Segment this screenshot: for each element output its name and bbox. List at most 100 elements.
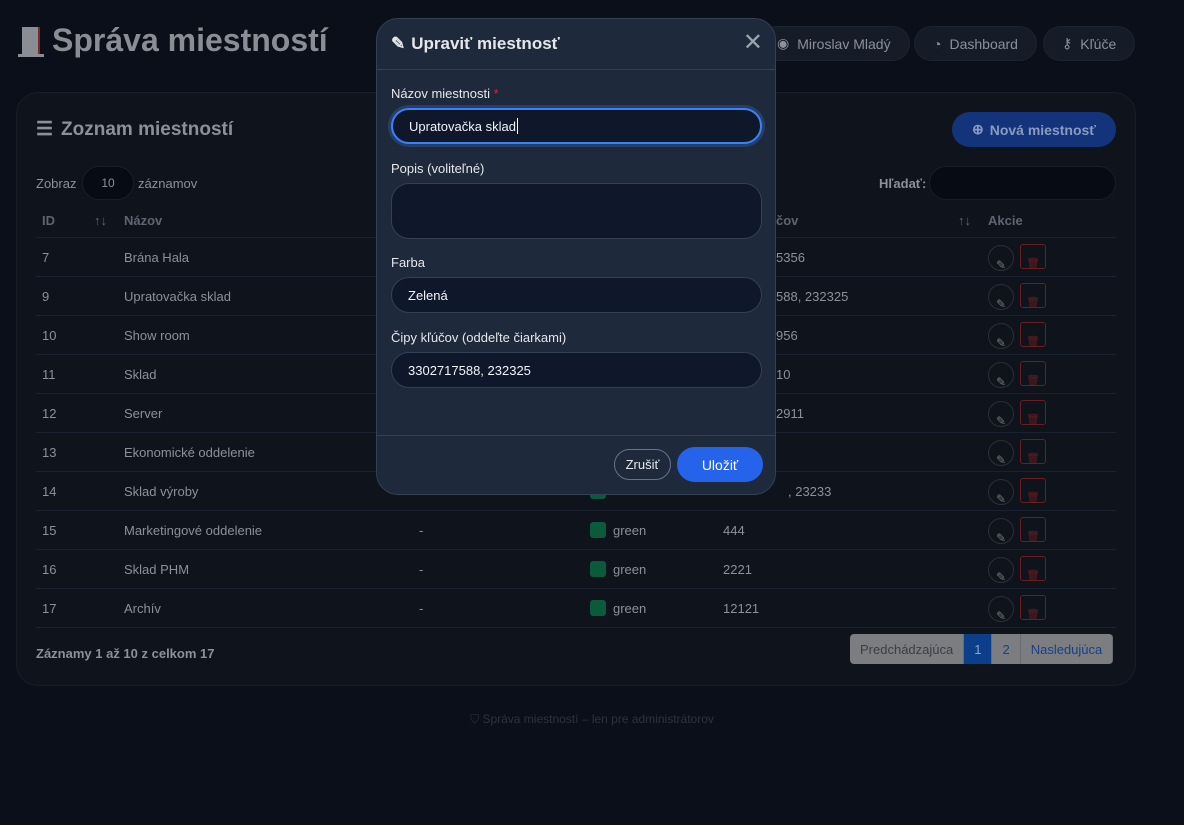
- dashboard-button[interactable]: ◔ Dashboard: [914, 26, 1037, 61]
- cell-description: -: [419, 562, 424, 577]
- delete-button[interactable]: 🗑: [1020, 595, 1046, 621]
- name-label: Názov miestnosti *: [391, 86, 499, 101]
- room-name-input[interactable]: Upratovačka sklad: [391, 108, 762, 144]
- keys-button[interactable]: ⚷ Kľúče: [1043, 26, 1136, 61]
- delete-button[interactable]: 🗑: [1020, 400, 1046, 426]
- close-icon[interactable]: ✕: [742, 29, 763, 56]
- description-label: Popis (voliteľné): [391, 161, 485, 176]
- chips-input[interactable]: 3302717588, 232325: [391, 352, 762, 388]
- pagination: Predchádzajúca 1 2 Nasledujúca: [850, 634, 1114, 664]
- col-id[interactable]: ID: [42, 213, 55, 228]
- trash-icon: 🗑: [1026, 336, 1040, 348]
- color-swatch: [590, 600, 606, 616]
- required-mark: *: [493, 86, 499, 101]
- save-button[interactable]: Uložiť: [677, 447, 763, 482]
- cell-chips: 10: [776, 367, 791, 382]
- delete-button[interactable]: 🗑: [1020, 556, 1046, 582]
- page-1-button[interactable]: 1: [964, 634, 993, 664]
- delete-button[interactable]: 🗑: [1020, 244, 1046, 270]
- edit-button[interactable]: ✎: [988, 440, 1014, 467]
- gauge-icon: ◔: [933, 35, 942, 52]
- cell-name: Upratovačka sklad: [124, 289, 231, 304]
- plus-circle-icon: ⊕: [971, 121, 984, 137]
- cell-id: 10: [42, 328, 57, 343]
- cell-color: green: [613, 601, 647, 616]
- cell-chips: , 23233: [788, 484, 832, 499]
- edit-button[interactable]: ✎: [988, 245, 1014, 272]
- pencil-icon: ✎: [995, 492, 1007, 506]
- trash-icon: 🗑: [1026, 570, 1040, 582]
- page-2-button[interactable]: 2: [992, 634, 1021, 664]
- modal-header: ✎ Upraviť miestnosť ✕: [377, 19, 775, 70]
- list-title: ☰ Zoznam miestností: [36, 118, 233, 141]
- pencil-icon: ✎: [995, 453, 1007, 467]
- next-page-button[interactable]: Nasledujúca: [1020, 634, 1114, 664]
- delete-button[interactable]: 🗑: [1020, 361, 1046, 387]
- new-room-button[interactable]: ⊕ Nová miestnosť: [952, 112, 1116, 147]
- key-icon: ⚷: [1062, 35, 1073, 51]
- pencil-icon: ✎: [995, 609, 1007, 623]
- door-icon: [18, 25, 44, 57]
- cell-id: 11: [42, 367, 56, 382]
- list-title-text: Zoznam miestností: [61, 118, 234, 140]
- color-select[interactable]: Zelená: [391, 277, 762, 313]
- cell-name: Brána Hala: [124, 250, 190, 265]
- cell-name: Server: [124, 406, 163, 421]
- cell-color: green: [613, 523, 647, 538]
- modal-title: Upraviť miestnosť: [411, 34, 560, 53]
- cell-id: 15: [42, 523, 57, 538]
- shield-icon: ⛉: [470, 712, 483, 726]
- cell-chips: 956: [776, 328, 798, 343]
- table-row: 15 Marketingové oddelenie - green 444 ✎ 🗑: [36, 510, 1116, 549]
- delete-button[interactable]: 🗑: [1020, 439, 1046, 465]
- table-row: 17 Archív - green 12121 ✎ 🗑: [36, 588, 1116, 627]
- cell-description: -: [419, 523, 424, 538]
- edit-button[interactable]: ✎: [988, 557, 1014, 584]
- description-textarea[interactable]: [391, 183, 762, 239]
- trash-icon: 🗑: [1026, 609, 1040, 621]
- edit-button[interactable]: ✎: [988, 518, 1014, 545]
- cell-id: 14: [42, 484, 57, 499]
- pencil-icon: ✎: [995, 414, 1007, 428]
- cell-id: 12: [42, 406, 57, 421]
- edit-button[interactable]: ✎: [988, 323, 1014, 350]
- dashboard-label: Dashboard: [949, 35, 1018, 52]
- col-name[interactable]: Názov: [124, 213, 163, 228]
- edit-button[interactable]: ✎: [988, 362, 1014, 389]
- cell-description: -: [419, 601, 424, 616]
- cancel-button[interactable]: Zrušiť: [614, 449, 671, 480]
- footer-text: Správa miestností – len pre administráto…: [482, 712, 714, 726]
- search-input[interactable]: [929, 166, 1116, 200]
- cell-name: Show room: [124, 328, 190, 343]
- col-actions: Akcie: [988, 213, 1023, 228]
- edit-room-modal: ✎ Upraviť miestnosť ✕ Názov miestnosti * U…: [376, 18, 776, 495]
- search-label: Hľadať:: [879, 176, 927, 191]
- cell-id: 16: [42, 562, 57, 577]
- prev-page-button[interactable]: Predchádzajúca: [850, 634, 965, 664]
- cell-name: Sklad: [124, 367, 157, 382]
- edit-button[interactable]: ✎: [988, 401, 1014, 428]
- delete-button[interactable]: 🗑: [1020, 322, 1046, 348]
- cell-chips: 588, 232325: [776, 289, 849, 304]
- trash-icon: 🗑: [1026, 258, 1040, 270]
- edit-button[interactable]: ✎: [988, 596, 1014, 623]
- sort-icon[interactable]: ↑↓: [958, 213, 971, 228]
- sort-icon[interactable]: ↑↓: [94, 213, 107, 228]
- delete-button[interactable]: 🗑: [1020, 283, 1046, 309]
- edit-button[interactable]: ✎: [988, 284, 1014, 311]
- edit-button[interactable]: ✎: [988, 479, 1014, 506]
- col-chips[interactable]: čov: [776, 213, 799, 228]
- delete-button[interactable]: 🗑: [1020, 478, 1046, 504]
- color-label: Farba: [391, 255, 425, 270]
- pencil-icon: ✎: [995, 375, 1007, 389]
- page-title-text: Správa miestností: [52, 22, 328, 58]
- cell-chips: 444: [723, 523, 745, 538]
- page-size-select[interactable]: 10: [82, 166, 134, 200]
- delete-button[interactable]: 🗑: [1020, 517, 1046, 543]
- cell-chips: 2221: [723, 562, 752, 577]
- cell-id: 7: [42, 250, 50, 265]
- user-button[interactable]: ◉ Miroslav Mladý: [758, 26, 910, 61]
- keys-label: Kľúče: [1080, 35, 1117, 52]
- color-swatch: [590, 522, 606, 538]
- color-swatch: [590, 561, 606, 577]
